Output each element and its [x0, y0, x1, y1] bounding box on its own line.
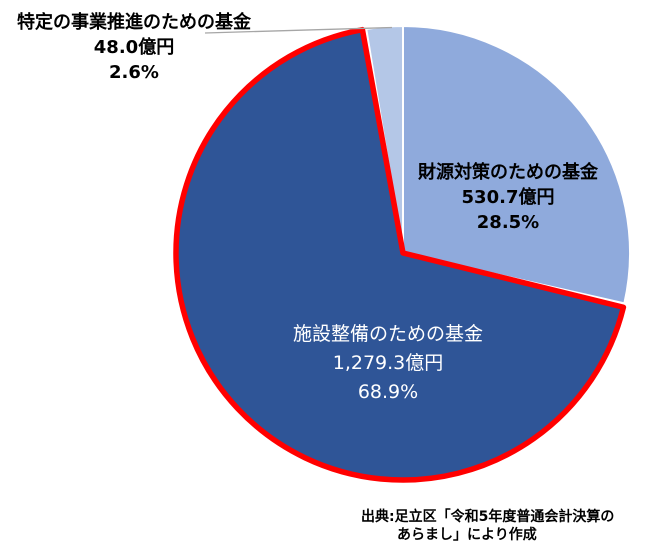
- slice-name: 特定の事業推進のための基金: [17, 12, 251, 33]
- slice-name: 財源対策のための基金: [418, 162, 598, 183]
- leader-line: [204, 26, 393, 34]
- slice-value: 530.7億円: [461, 187, 555, 208]
- label-facility-development-fund: 施設整備のための基金 1,279.3億円 68.9%: [268, 320, 508, 407]
- slice-percent: 2.6%: [109, 62, 159, 83]
- slice-name: 施設整備のための基金: [292, 323, 483, 345]
- label-specific-projects-fund: 特定の事業推進のための基金 48.0億円 2.6%: [13, 10, 255, 85]
- slice-percent: 28.5%: [476, 212, 540, 233]
- pie-slice-1: [173, 26, 627, 483]
- slice-percent: 68.9%: [357, 381, 419, 403]
- pie-slice-0: [402, 25, 631, 305]
- source-note: 出典:足立区「令和5年度普通会計決算の あらまし」により作成: [361, 508, 614, 544]
- slice-value: 1,279.3億円: [332, 352, 444, 374]
- source-line-2: あらまし」により作成: [397, 527, 537, 543]
- slice-value: 48.0億円: [93, 37, 175, 58]
- source-line-1: 出典:足立区「令和5年度普通会計決算の: [361, 509, 615, 525]
- label-financial-resources-fund: 財源対策のための基金 530.7億円 28.5%: [408, 160, 608, 235]
